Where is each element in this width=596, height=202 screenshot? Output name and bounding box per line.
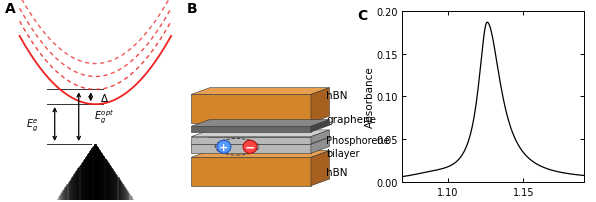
Polygon shape — [191, 88, 330, 95]
Polygon shape — [191, 137, 311, 144]
Polygon shape — [311, 130, 330, 144]
Text: $\Delta$: $\Delta$ — [100, 91, 109, 103]
Polygon shape — [191, 95, 311, 123]
Text: $E^e_g$: $E^e_g$ — [26, 117, 39, 132]
Text: hBN: hBN — [326, 167, 347, 177]
Polygon shape — [311, 138, 330, 154]
Text: −: − — [245, 141, 255, 154]
Polygon shape — [191, 138, 330, 144]
Text: graphene: graphene — [326, 114, 376, 124]
Polygon shape — [191, 120, 330, 127]
Text: +: + — [219, 142, 228, 152]
Text: $E^{opt}_g$: $E^{opt}_g$ — [94, 108, 115, 126]
Polygon shape — [191, 144, 311, 154]
Polygon shape — [191, 158, 311, 186]
Polygon shape — [191, 151, 330, 158]
Text: B: B — [187, 2, 197, 16]
Polygon shape — [311, 88, 330, 123]
Polygon shape — [191, 130, 330, 137]
Circle shape — [217, 141, 231, 154]
Text: Phosphorene
bilayer: Phosphorene bilayer — [326, 136, 390, 159]
Y-axis label: Absorbance: Absorbance — [365, 66, 374, 128]
Circle shape — [243, 141, 257, 154]
Polygon shape — [311, 120, 330, 132]
Polygon shape — [191, 127, 311, 132]
Polygon shape — [311, 151, 330, 186]
Text: A: A — [5, 2, 15, 16]
Text: C: C — [357, 9, 367, 23]
Text: hBN: hBN — [326, 91, 347, 101]
